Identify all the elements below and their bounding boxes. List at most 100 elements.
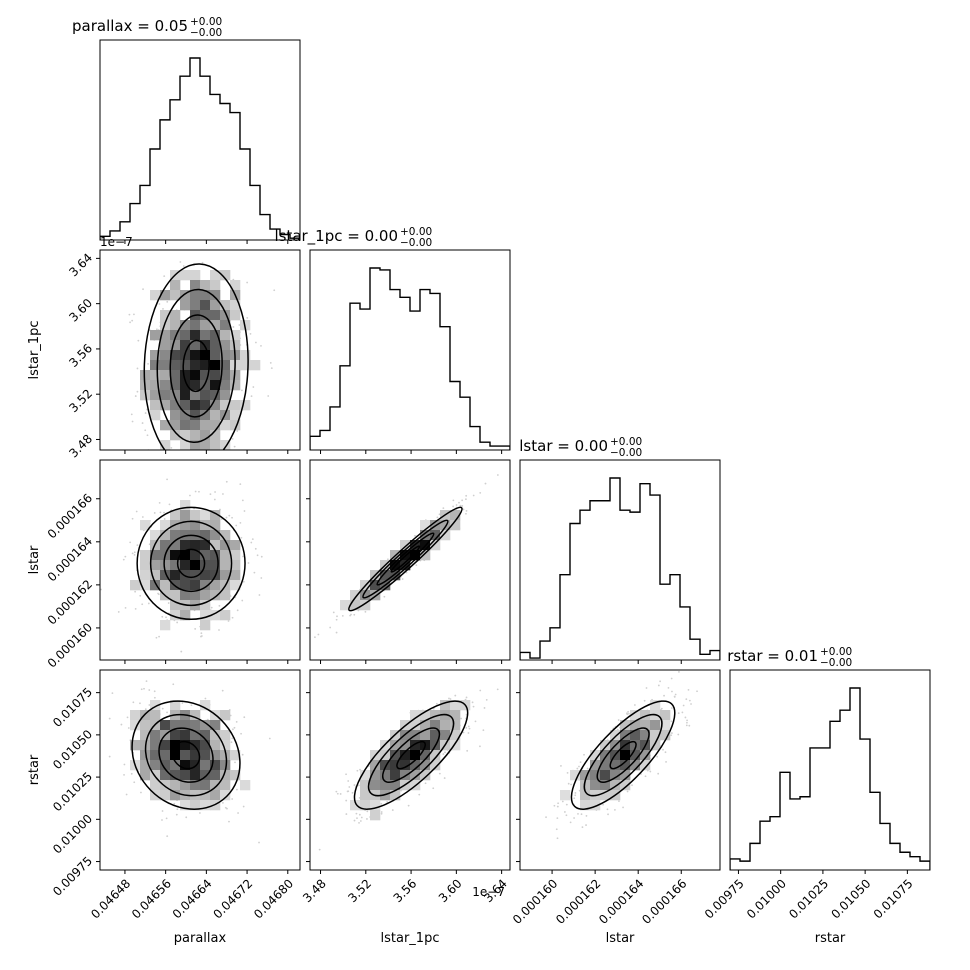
sample-point [161,810,164,812]
x-tick-label-lstar: 0.000166 [639,876,689,926]
sample-point [100,588,102,591]
sample-point [664,751,667,754]
density-cell [190,540,201,551]
density-cell [180,720,191,731]
density-cell [170,760,181,771]
histogram-lstar_1pc [310,267,510,450]
sample-point [181,702,184,704]
density-cell [190,520,201,531]
sample-point [670,734,673,737]
density-cell [420,720,431,731]
density-cell [200,370,211,381]
histogram-step-lstar_1pc [310,267,510,450]
density-cell [130,710,141,721]
density-cell [180,550,191,561]
density-cell [180,580,191,591]
density-cell [420,750,431,761]
contour-level [131,700,241,810]
sample-point [670,677,673,680]
density-cell [440,530,451,541]
density-cell [600,790,611,801]
density-cell [620,720,631,731]
sample-point [685,724,688,727]
sample-point [225,516,228,519]
contour-level [362,519,449,599]
sample-point [136,544,139,547]
density-cell [170,540,181,551]
density-cell [150,730,161,741]
density-cell [180,390,191,401]
sample-point [169,455,171,457]
y-axis-label-rstar: rstar [27,754,42,785]
sample-point [242,805,245,808]
density-cell [190,770,201,781]
density-lstar_1pc-rstar [318,688,499,851]
density-cell [150,780,161,791]
sample-point [602,803,604,806]
density-cell [170,330,181,341]
density-cell [210,590,221,601]
density-cell [190,350,201,361]
x-axis-label-parallax: parallax [174,931,227,946]
sample-point [260,555,263,558]
panel-frame-3-1 [309,669,511,871]
density-cell [210,780,221,791]
sample-point [670,720,673,723]
sample-point [232,326,235,328]
sample-point [405,571,408,574]
sample-point [555,828,558,831]
density-cell [400,760,411,771]
sample-point [656,755,659,758]
panel-frame-0-0 [99,39,301,241]
density-cell [190,370,201,381]
density-cell [420,710,431,721]
density-cell [220,590,231,601]
density-cell [190,750,201,761]
sample-point [682,704,685,707]
sample-point [684,716,687,719]
density-cell [210,550,221,561]
density-cell [600,760,611,771]
density-cell [630,730,641,741]
density-cell [190,760,201,771]
histogram-lstar [520,477,720,660]
density-cell [360,790,371,801]
density-cell [430,730,441,741]
y-tick-label-rstar: 0.01000 [50,812,95,857]
sample-point [573,797,576,800]
sample-point [158,501,161,504]
density-cell [160,780,171,791]
sample-point [626,713,629,716]
density-cell [360,800,371,811]
density-cell [220,790,231,801]
sample-point [472,494,475,497]
density-cell [190,390,201,401]
sample-point [176,621,179,624]
density-cell [200,430,211,441]
sample-point [177,479,179,481]
density-cell [230,580,241,591]
sample-point [140,688,143,691]
sample-point [356,817,358,820]
density-cell [210,400,221,411]
sample-point [216,499,218,501]
density-cell [390,760,401,771]
density-cell [170,360,181,371]
sample-point [166,711,168,714]
x-tick-label-lstar: 0.000160 [510,876,560,926]
contour-level [348,506,463,612]
sample-point [236,609,239,612]
sample-point [241,499,244,502]
density-cell [190,560,201,571]
panel-frame-1-1 [309,249,511,451]
density-cell [620,730,631,741]
sample-point [466,749,469,752]
sample-point [236,430,239,432]
density-cell [210,520,221,531]
sample-point [209,493,212,496]
density-cell [440,520,451,531]
density-cell [200,350,211,361]
density-cell [230,550,241,561]
sample-point [176,808,179,811]
